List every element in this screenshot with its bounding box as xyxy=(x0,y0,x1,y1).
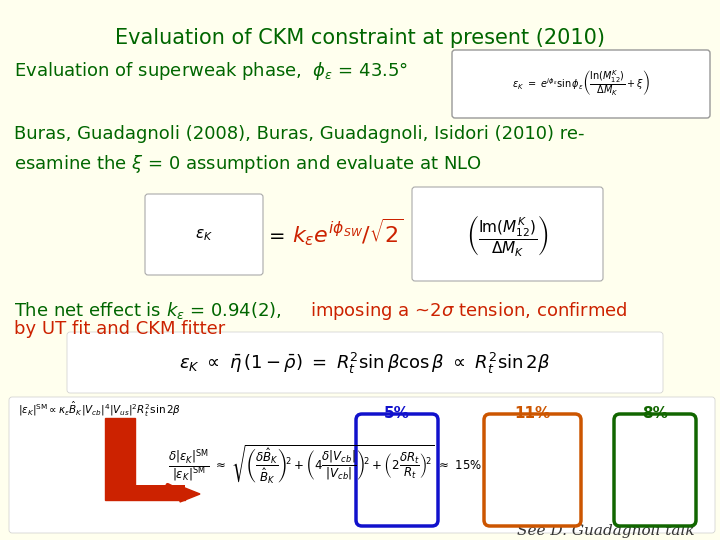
Text: $k_\varepsilon e^{i\phi_{SW}}/\sqrt{2}$: $k_\varepsilon e^{i\phi_{SW}}/\sqrt{2}$ xyxy=(292,216,404,248)
Text: $|\epsilon_K|^{\mathrm{SM}} \propto \kappa_\epsilon \hat{B}_K |V_{cb}|^4 |V_{us}: $|\epsilon_K|^{\mathrm{SM}} \propto \kap… xyxy=(18,400,181,419)
Polygon shape xyxy=(105,418,185,500)
Text: 11%: 11% xyxy=(514,406,550,421)
Text: 8%: 8% xyxy=(642,406,668,421)
Text: Buras, Guadagnoli (2008), Buras, Guadagnoli, Isidori (2010) re-
esamine the $\xi: Buras, Guadagnoli (2008), Buras, Guadagn… xyxy=(14,125,585,174)
Polygon shape xyxy=(180,486,200,502)
Text: $\left(\dfrac{\mathrm{Im}(M_{12}^K)}{\Delta M_K}\right)$: $\left(\dfrac{\mathrm{Im}(M_{12}^K)}{\De… xyxy=(466,213,549,258)
Text: imposing a ~2$\sigma$ tension, confirmed: imposing a ~2$\sigma$ tension, confirmed xyxy=(310,300,628,322)
Text: $\epsilon_K \ = \ e^{i\phi_\epsilon}\sin\phi_\epsilon\left(\dfrac{\ln(M_{12}^K)}: $\epsilon_K \ = \ e^{i\phi_\epsilon}\sin… xyxy=(512,68,650,98)
FancyBboxPatch shape xyxy=(484,414,581,526)
Text: by UT fit and CKM fitter: by UT fit and CKM fitter xyxy=(14,320,225,338)
FancyBboxPatch shape xyxy=(356,414,438,526)
FancyBboxPatch shape xyxy=(145,194,263,275)
Bar xyxy=(105,485,185,500)
Text: $\epsilon_K$: $\epsilon_K$ xyxy=(195,227,213,243)
Text: The net effect is $k_\varepsilon$ = 0.94(2),: The net effect is $k_\varepsilon$ = 0.94… xyxy=(14,300,284,321)
Text: See D. Guadagnoli talk: See D. Guadagnoli talk xyxy=(518,524,695,538)
FancyBboxPatch shape xyxy=(9,397,715,533)
Text: 5%: 5% xyxy=(384,406,410,421)
Text: $=$: $=$ xyxy=(265,226,285,244)
Text: Evaluation of CKM constraint at present (2010): Evaluation of CKM constraint at present … xyxy=(115,28,605,48)
FancyBboxPatch shape xyxy=(412,187,603,281)
FancyBboxPatch shape xyxy=(614,414,696,526)
Text: Evaluation of superweak phase,  $\phi_\varepsilon$ = 43.5°: Evaluation of superweak phase, $\phi_\va… xyxy=(14,60,408,82)
FancyBboxPatch shape xyxy=(452,50,710,118)
Text: $\epsilon_K \ \propto \ \bar{\eta}\,(1-\bar{\rho}) \ = \ R_t^2\sin\beta\cos\beta: $\epsilon_K \ \propto \ \bar{\eta}\,(1-\… xyxy=(179,350,551,375)
Text: $\dfrac{\delta|\epsilon_K|^{\mathrm{SM}}}{|\epsilon_K|^{\mathrm{SM}}} \ \approx : $\dfrac{\delta|\epsilon_K|^{\mathrm{SM}}… xyxy=(168,444,482,486)
FancyBboxPatch shape xyxy=(67,332,663,393)
